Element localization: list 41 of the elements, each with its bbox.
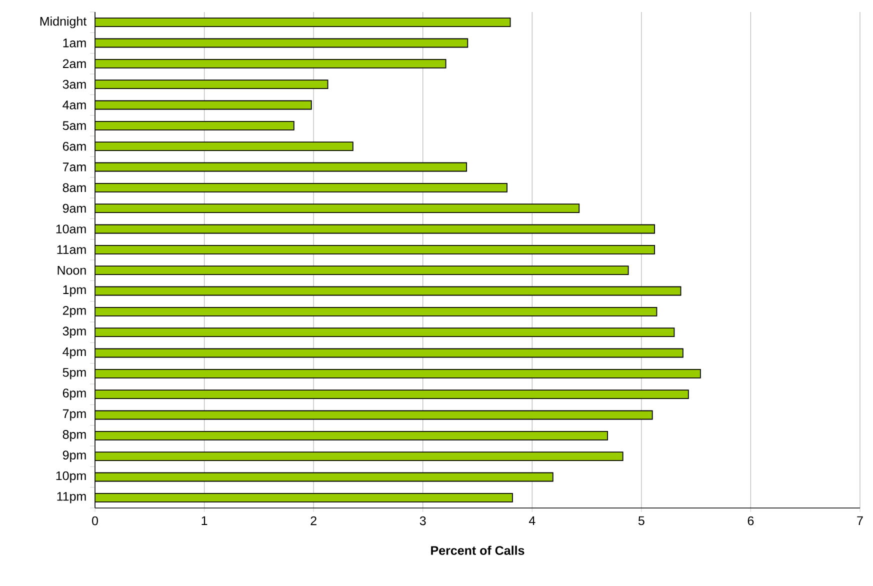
- y-tick-label: 4pm: [62, 347, 86, 359]
- y-tick-label: 2am: [62, 59, 86, 68]
- y-tick-label: 2pm: [62, 306, 86, 318]
- y-tick-label: Noon: [58, 266, 86, 275]
- bar: [95, 162, 468, 172]
- bar: [95, 224, 655, 234]
- x-tick-label: 5: [638, 516, 644, 526]
- y-tick-label: 4am: [62, 100, 86, 110]
- x-tick-label: 0: [92, 516, 98, 526]
- x-tick-label: 6: [748, 516, 754, 526]
- bar: [95, 472, 554, 482]
- y-tick-label: Midnight: [40, 16, 87, 28]
- y-tick-label: 10am: [56, 224, 86, 234]
- bar: [95, 410, 653, 420]
- x-axis-title: Percent of Calls: [431, 546, 524, 555]
- x-tick-label: 4: [528, 516, 536, 525]
- y-tick-label: 6pm: [62, 388, 86, 400]
- bar: [95, 348, 684, 358]
- y-tick-label: 9am: [62, 204, 86, 213]
- y-tick-label: 5pm: [62, 368, 86, 380]
- bar: [95, 286, 682, 296]
- bar: [95, 100, 312, 110]
- y-tick-label: 3pm: [62, 326, 86, 338]
- x-tick-label: 3: [420, 516, 426, 526]
- x-tick-label: 1: [202, 516, 208, 525]
- y-tick-label: 10pm: [56, 471, 86, 483]
- x-tick-label: 7: [857, 516, 863, 525]
- y-tick-label: 11am: [57, 245, 86, 254]
- y-tick-label: 7pm: [62, 409, 86, 421]
- y-tick-label: 11pm: [57, 492, 86, 504]
- y-tick-label: 1am: [63, 38, 86, 48]
- y-tick-label: 9pm: [62, 450, 86, 462]
- y-tick-label: 7am: [62, 162, 86, 172]
- y-tick-label: 3am: [62, 80, 86, 89]
- y-tick-label: 5am: [62, 121, 86, 130]
- y-tick-label: 8pm: [62, 430, 86, 442]
- y-tick-label: 8am: [62, 183, 86, 192]
- y-tick-label: 1pm: [63, 285, 86, 297]
- y-tick-label: 6am: [62, 142, 86, 151]
- x-tick-label: 2: [310, 516, 316, 526]
- bar: [95, 38, 468, 48]
